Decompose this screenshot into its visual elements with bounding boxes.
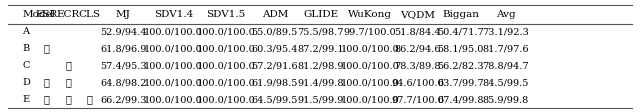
Text: 97.7/100.0: 97.7/100.0: [391, 95, 444, 104]
Text: C: C: [22, 61, 29, 70]
Text: 57.2/91.6: 57.2/91.6: [252, 61, 298, 70]
Text: 50.4/71.7: 50.4/71.7: [438, 27, 484, 37]
Text: 78.3/89.8: 78.3/89.8: [394, 61, 441, 70]
Text: 100.0/100.0: 100.0/100.0: [340, 95, 399, 104]
Text: ESR: ESR: [36, 10, 58, 19]
Text: 61.9/98.5: 61.9/98.5: [252, 78, 298, 87]
Text: SDV1.4: SDV1.4: [154, 10, 193, 19]
Text: E: E: [22, 95, 29, 104]
Text: ECR: ECR: [56, 10, 79, 19]
Text: ✓: ✓: [86, 95, 92, 104]
Text: 64.8/98.2: 64.8/98.2: [100, 78, 147, 87]
Text: MJ: MJ: [116, 10, 131, 19]
Text: 67.4/99.8: 67.4/99.8: [438, 95, 484, 104]
Text: 78.8/94.7: 78.8/94.7: [482, 61, 529, 70]
Text: 75.5/98.7: 75.5/98.7: [298, 27, 344, 37]
Text: ADM: ADM: [262, 10, 288, 19]
Text: 81.7/97.6: 81.7/97.6: [482, 44, 529, 53]
Text: Avg: Avg: [495, 10, 515, 19]
Text: ✓: ✓: [65, 95, 71, 104]
Text: 81.2/98.9: 81.2/98.9: [298, 61, 344, 70]
Text: 100.0/100.0: 100.0/100.0: [196, 78, 255, 87]
Text: ✓: ✓: [65, 78, 71, 87]
Text: 85.9/99.8: 85.9/99.8: [483, 95, 529, 104]
Text: SDV1.5: SDV1.5: [206, 10, 245, 19]
Text: 63.7/99.7: 63.7/99.7: [438, 78, 484, 87]
Text: 91.5/99.9: 91.5/99.9: [298, 95, 344, 104]
Text: 91.4/99.8: 91.4/99.8: [298, 78, 344, 87]
Text: GLIDE: GLIDE: [303, 10, 338, 19]
Text: 100.0/100.0: 100.0/100.0: [196, 27, 255, 37]
Text: B: B: [22, 44, 29, 53]
Text: 73.1/92.3: 73.1/92.3: [482, 27, 529, 37]
Text: 100.0/100.0: 100.0/100.0: [196, 44, 255, 53]
Text: 94.6/100.0: 94.6/100.0: [391, 78, 444, 87]
Text: 57.4/95.3: 57.4/95.3: [100, 61, 147, 70]
Text: 100.0/100.0: 100.0/100.0: [144, 27, 203, 37]
Text: 51.8/84.4: 51.8/84.4: [394, 27, 441, 37]
Text: 99.7/100.0: 99.7/100.0: [344, 27, 396, 37]
Text: 100.0/100.0: 100.0/100.0: [144, 61, 203, 70]
Text: D: D: [22, 78, 30, 87]
Text: 56.2/82.3: 56.2/82.3: [438, 61, 484, 70]
Text: 66.2/99.3: 66.2/99.3: [100, 95, 147, 104]
Text: ✓: ✓: [44, 44, 50, 53]
Text: A: A: [22, 27, 29, 37]
Text: WuKong: WuKong: [348, 10, 392, 19]
Text: 100.0/100.0: 100.0/100.0: [196, 95, 255, 104]
Text: 55.0/89.5: 55.0/89.5: [252, 27, 298, 37]
Text: VQDM: VQDM: [400, 10, 435, 19]
Text: Biggan: Biggan: [442, 10, 479, 19]
Text: 61.8/96.9: 61.8/96.9: [100, 44, 147, 53]
Text: 100.0/100.0: 100.0/100.0: [144, 44, 203, 53]
Text: 100.0/100.0: 100.0/100.0: [144, 95, 203, 104]
Text: 100.0/100.0: 100.0/100.0: [144, 78, 203, 87]
Text: 64.5/99.5: 64.5/99.5: [252, 95, 298, 104]
Text: CLS: CLS: [78, 10, 100, 19]
Text: 100.0/100.0: 100.0/100.0: [196, 61, 255, 70]
Text: ✓: ✓: [65, 61, 71, 70]
Text: 100.0/100.0: 100.0/100.0: [340, 78, 399, 87]
Text: 100.0/100.0: 100.0/100.0: [340, 44, 399, 53]
Text: 52.9/94.4: 52.9/94.4: [100, 27, 147, 37]
Text: Model: Model: [22, 10, 55, 19]
Text: 84.5/99.5: 84.5/99.5: [483, 78, 529, 87]
Text: 100.0/100.0: 100.0/100.0: [340, 61, 399, 70]
Text: ✓: ✓: [44, 95, 50, 104]
Text: ✓: ✓: [44, 78, 50, 87]
Text: 87.2/99.1: 87.2/99.1: [298, 44, 344, 53]
Text: 60.3/95.4: 60.3/95.4: [252, 44, 298, 53]
Text: 58.1/95.0: 58.1/95.0: [438, 44, 484, 53]
Text: 86.2/94.6: 86.2/94.6: [394, 44, 441, 53]
